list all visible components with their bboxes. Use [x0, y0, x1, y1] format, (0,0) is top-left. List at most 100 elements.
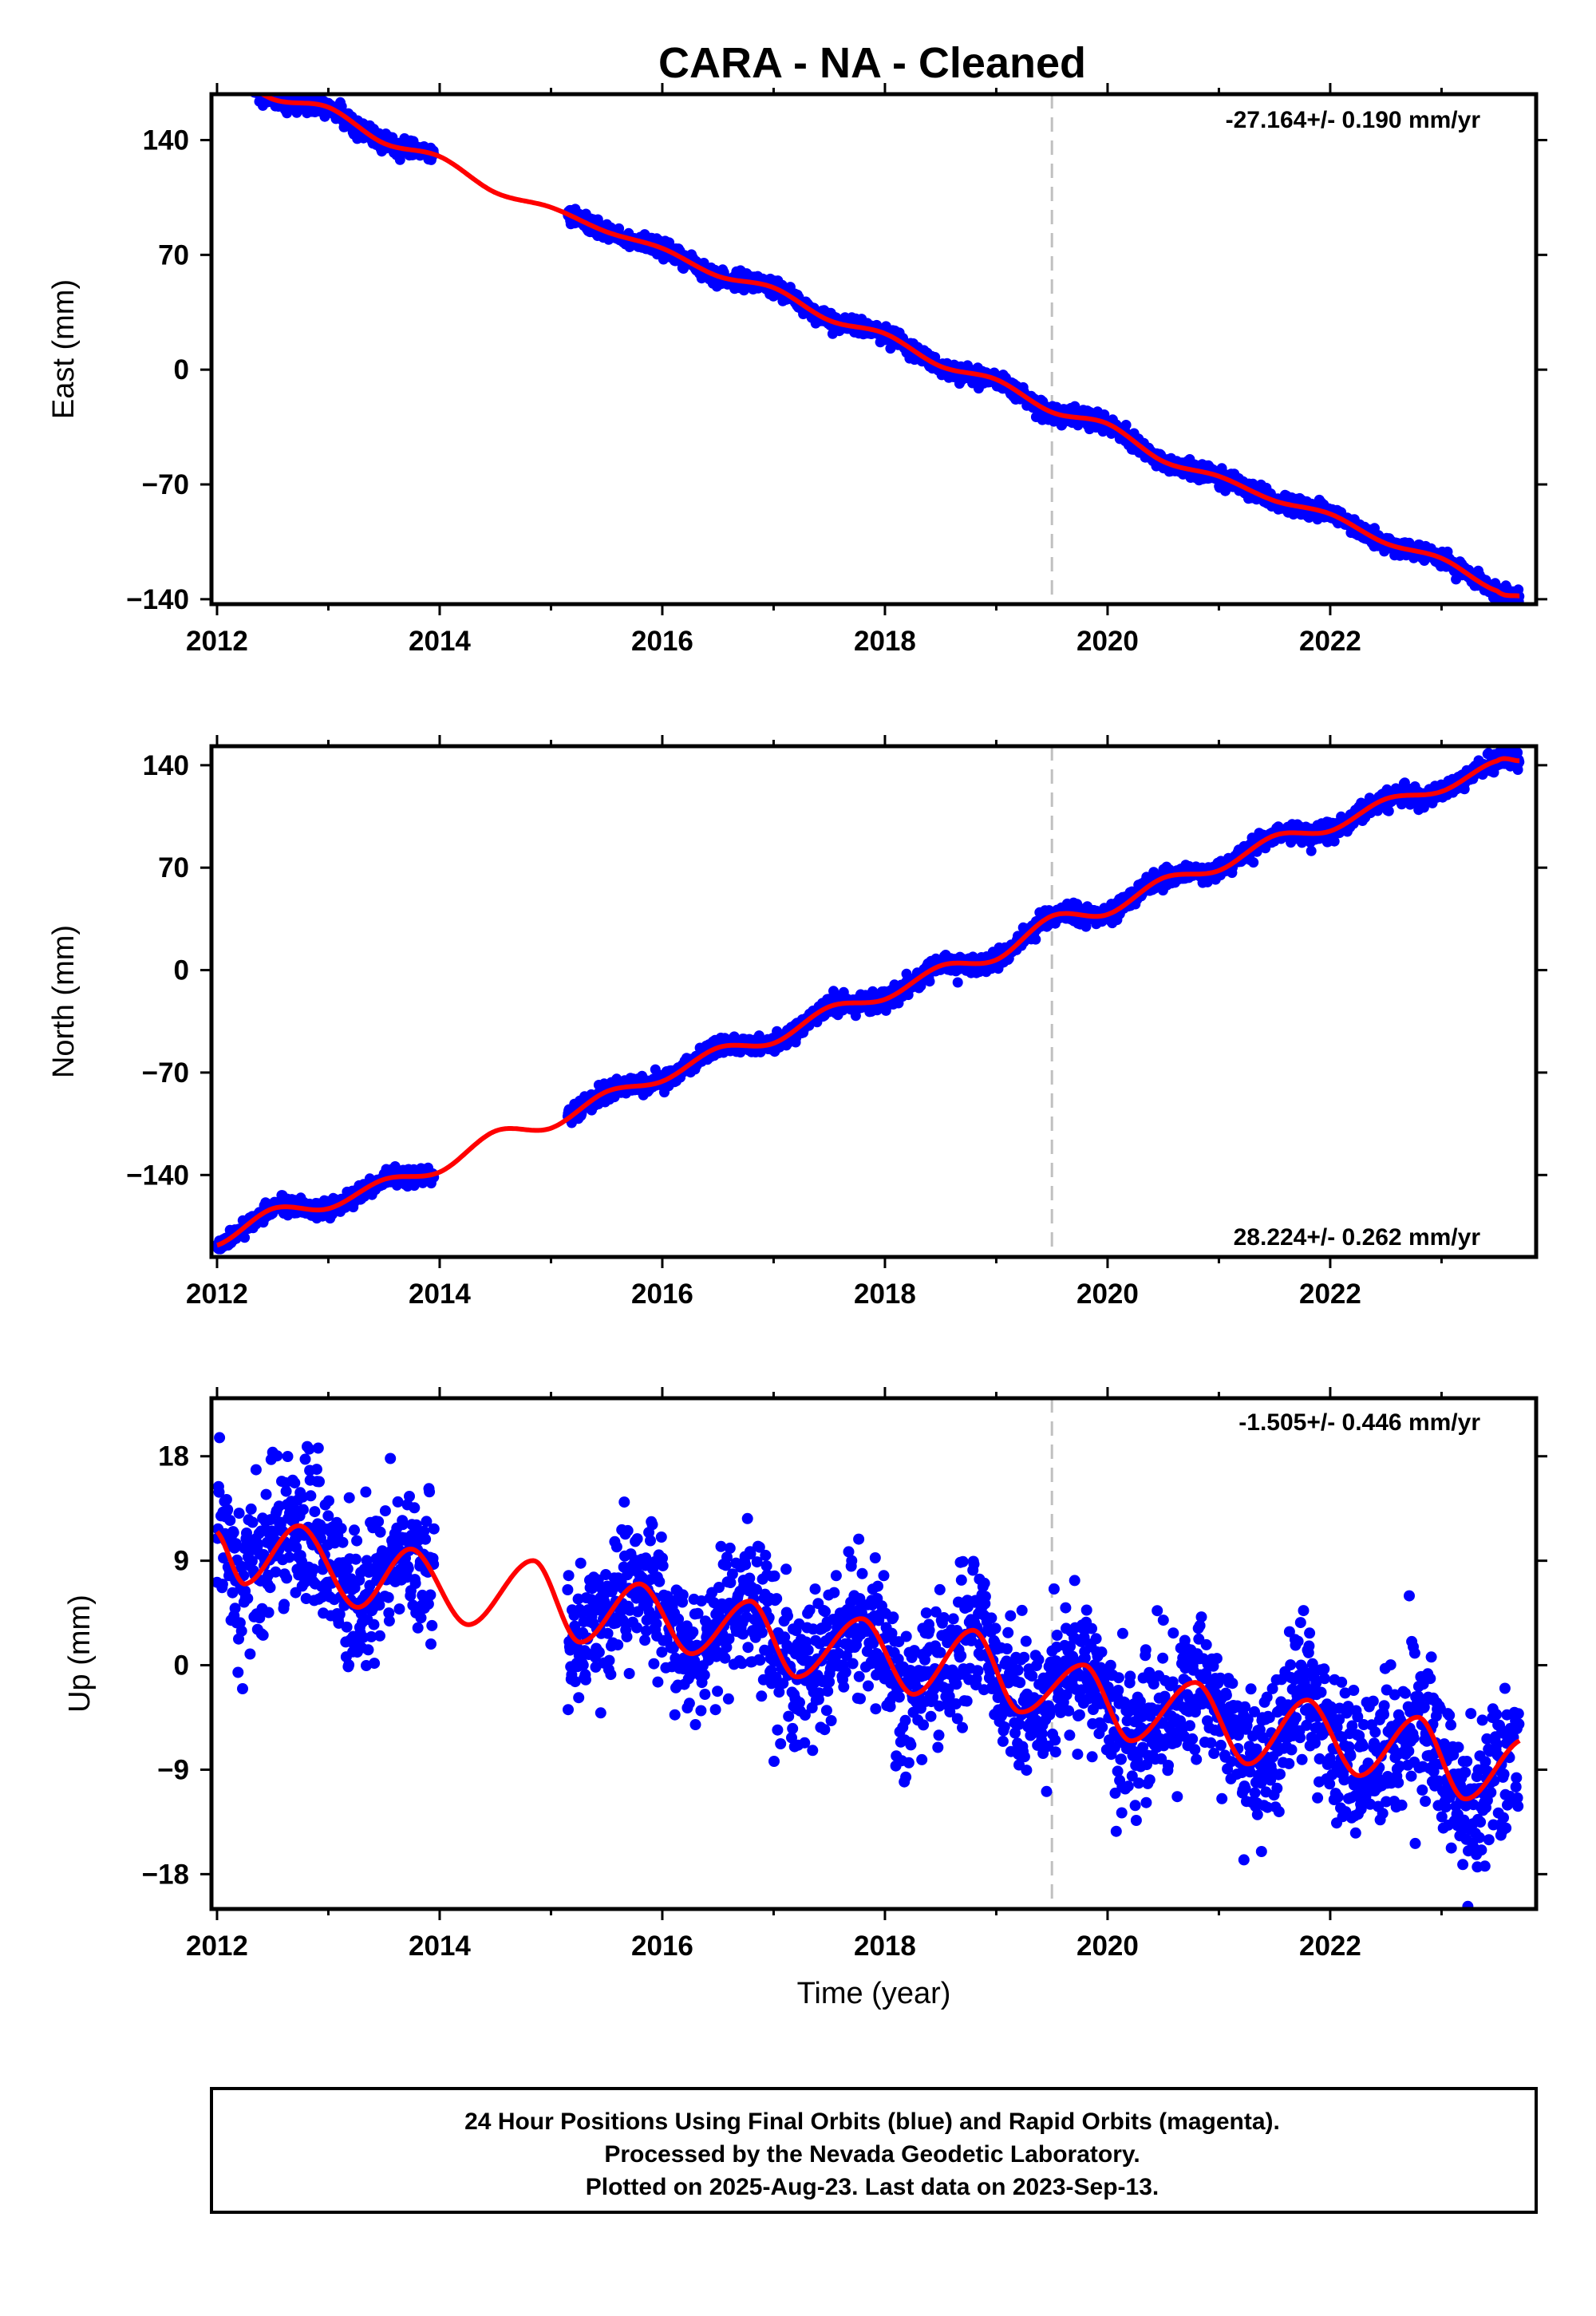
data-point — [236, 74, 247, 85]
data-point — [213, 53, 223, 64]
data-point — [234, 69, 244, 80]
x-tick-label: 2016 — [631, 626, 693, 657]
data-point — [248, 76, 259, 86]
data-point — [249, 77, 259, 87]
data-point — [219, 61, 230, 71]
data-point — [231, 72, 242, 82]
data-point — [225, 64, 235, 74]
data-point — [244, 81, 255, 91]
data-point — [228, 71, 239, 81]
x-tick-label: 2014 — [409, 626, 471, 657]
data-point — [251, 82, 262, 93]
data-point — [239, 80, 249, 90]
data-point — [237, 73, 247, 84]
figure-title: CARA - NA - Cleaned — [658, 39, 1086, 87]
data-point — [235, 63, 245, 73]
data-point — [248, 80, 259, 90]
y-tick-label: 140 — [143, 125, 189, 156]
data-point — [215, 58, 226, 69]
data-point — [924, 976, 935, 987]
data-point — [225, 70, 235, 81]
data-point — [227, 66, 237, 77]
data-point — [1120, 420, 1132, 430]
model-fit-line — [258, 94, 1520, 599]
data-point — [216, 61, 227, 72]
data-point — [247, 77, 258, 88]
data-point — [253, 81, 263, 92]
data-point — [223, 70, 233, 81]
data-point — [239, 81, 250, 91]
data-point — [235, 73, 246, 83]
data-point — [217, 63, 227, 73]
y-tick-label: −70 — [142, 469, 189, 500]
data-point — [233, 67, 243, 77]
data-point — [247, 82, 258, 93]
y-axis-label: East (mm) — [47, 279, 81, 419]
y-tick-label: 70 — [158, 239, 189, 271]
data-point — [218, 67, 228, 77]
data-point — [237, 75, 247, 85]
data-point — [238, 70, 248, 81]
panel-1: 2012 2014 2016 2018 2020 2022140700−70−140Eas… — [47, 53, 1547, 657]
data-point — [215, 62, 225, 73]
rate-label: -27.164+/- 0.190 mm/yr — [1226, 107, 1481, 133]
data-point — [236, 69, 247, 79]
data-point — [228, 65, 239, 75]
data-point — [242, 75, 252, 85]
data-point — [239, 73, 250, 84]
data-point — [240, 79, 251, 89]
data-point — [241, 78, 251, 89]
data-point — [231, 68, 242, 78]
y-tick-label: −140 — [126, 584, 189, 615]
data-point — [217, 61, 227, 72]
data-point — [213, 59, 223, 69]
y-tick-label: 0 — [174, 354, 189, 385]
data-point — [216, 58, 227, 69]
data-point — [243, 81, 254, 92]
plot-frame — [209, 92, 1539, 607]
x-tick-label: 2022 — [1299, 626, 1361, 657]
data-point — [238, 71, 248, 81]
data-point — [1248, 857, 1259, 868]
data-point — [235, 77, 246, 88]
data-point — [212, 64, 223, 74]
data-point — [232, 76, 243, 86]
data-point — [220, 72, 231, 82]
data-point — [224, 68, 235, 78]
data-point — [214, 57, 224, 68]
data-point — [229, 72, 239, 82]
data-point — [220, 69, 231, 80]
data-point — [246, 81, 256, 91]
x-tick-label: 2020 — [1077, 626, 1139, 657]
data-point — [264, 83, 275, 93]
data-point — [227, 68, 238, 78]
data-point — [222, 63, 232, 73]
data-point — [1306, 845, 1317, 856]
data-point — [242, 79, 252, 89]
data-point — [226, 61, 236, 71]
data-point — [224, 64, 235, 74]
data-point — [226, 69, 236, 80]
data-point — [1030, 934, 1041, 945]
data-point — [219, 66, 229, 77]
data-point — [219, 61, 229, 71]
data-point — [227, 63, 237, 73]
data-point — [215, 68, 225, 78]
data-point — [243, 78, 253, 89]
data-point — [229, 75, 239, 85]
data-point — [952, 977, 963, 988]
data-point — [230, 70, 240, 81]
data-point — [223, 64, 233, 74]
data-point — [221, 62, 231, 73]
data-point — [239, 1232, 251, 1243]
x-tick-label: 2012 — [186, 626, 248, 657]
data-point — [212, 60, 223, 70]
data-point — [218, 61, 228, 72]
panels-group: 2012 2014 2016 2018 2020 2022140700−70−140Eas… — [47, 53, 1547, 2010]
data-point — [254, 81, 264, 92]
data-point — [243, 79, 254, 89]
data-point — [231, 71, 241, 81]
data-point — [222, 68, 232, 78]
panel-2: 2012 2014 2016 2018 2020 2022140700−70−140Nor… — [47, 735, 1547, 1310]
